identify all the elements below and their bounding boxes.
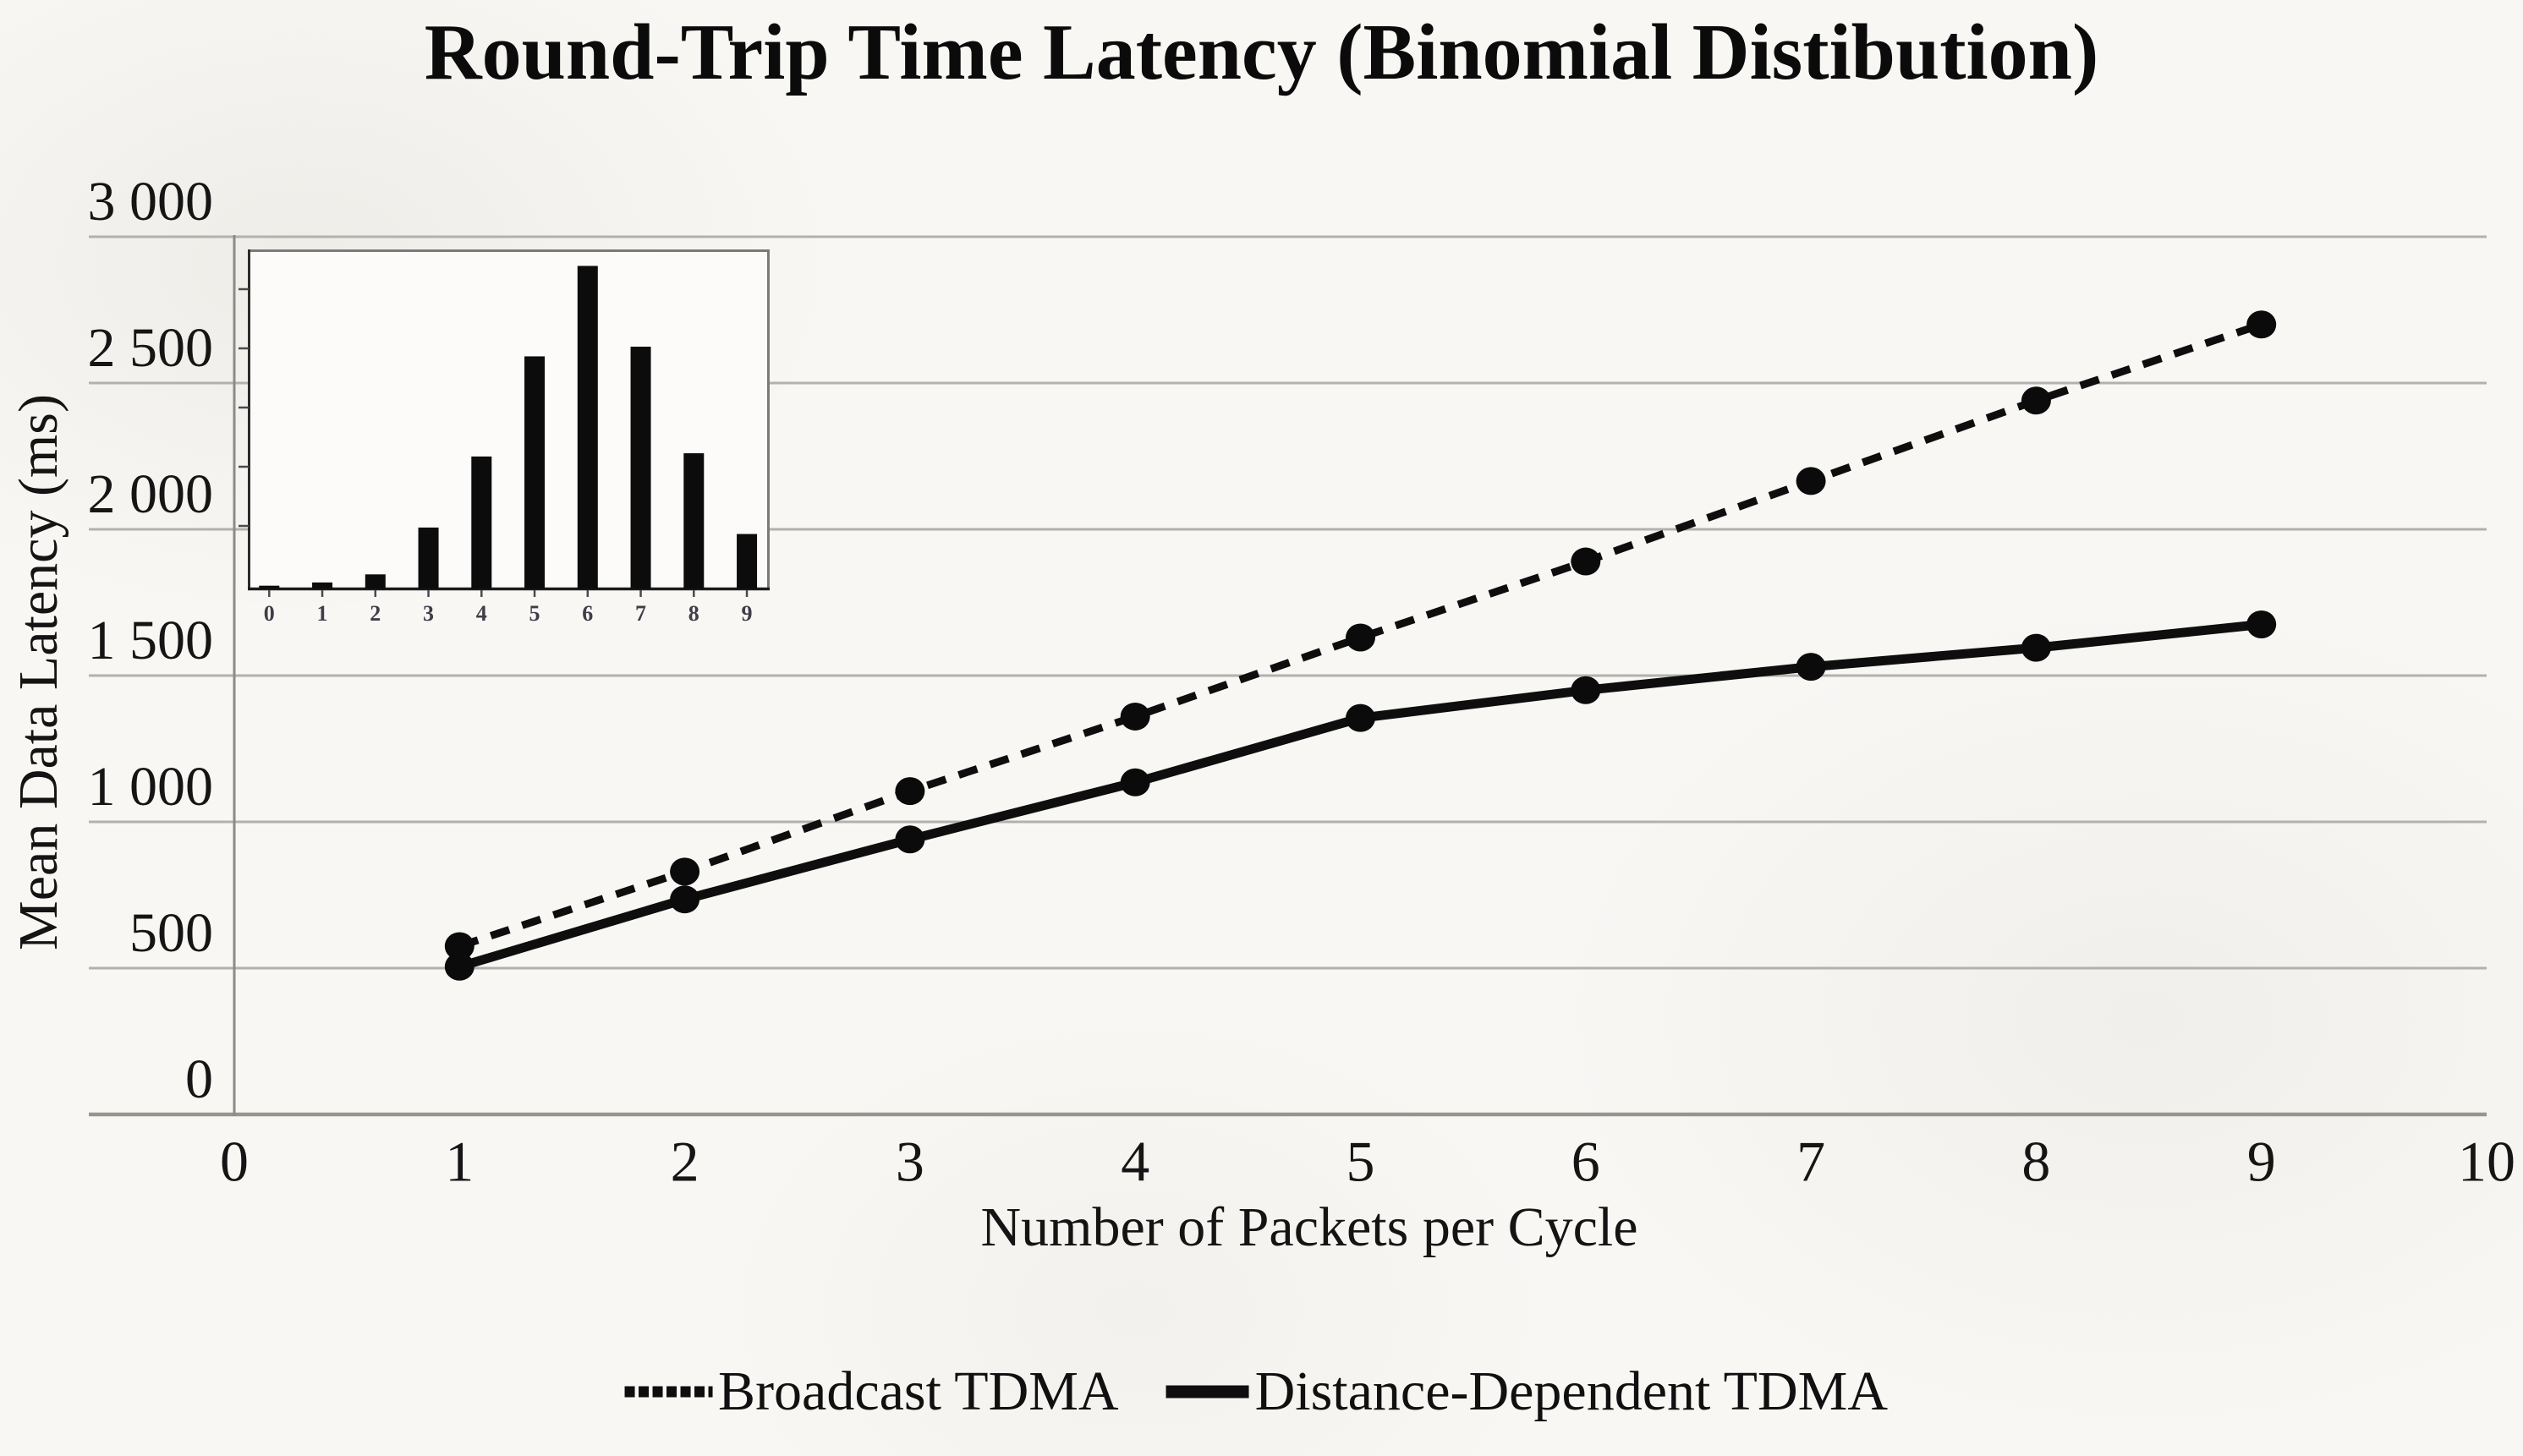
y-tick-label: 1 000 [87, 756, 214, 818]
x-axis-title: Number of Packets per Cycle [980, 1196, 1638, 1258]
legend: Broadcast TDMA Distance-Dependent TDMA [623, 1360, 1888, 1424]
inset-x-tick-label: 8 [688, 601, 699, 626]
inset-bar [259, 585, 280, 589]
data-point-marker-broadcast-tdma [2021, 386, 2051, 415]
inset-x-tick-label: 3 [423, 601, 434, 626]
data-point-marker-distance-dependent-tdma [2021, 633, 2051, 662]
data-point-marker-distance-dependent-tdma [2246, 610, 2277, 638]
x-tick-label: 4 [1121, 1129, 1150, 1194]
data-point-marker-broadcast-tdma [1120, 702, 1150, 731]
legend-item-distance-dependent-tdma: Distance-Dependent TDMA [1165, 1360, 1888, 1424]
inset-chart-frame [248, 249, 770, 590]
x-tick-label: 1 [445, 1129, 474, 1194]
data-point-marker-distance-dependent-tdma [1796, 653, 1826, 681]
data-point-marker-broadcast-tdma [2246, 310, 2277, 339]
x-tick-label: 5 [1346, 1129, 1375, 1194]
inset-bar [683, 453, 705, 589]
legend-item-broadcast-tdma: Broadcast TDMA [623, 1360, 1119, 1424]
y-tick-label: 3 000 [87, 171, 214, 233]
y-tick-label: 0 [185, 1048, 213, 1110]
data-point-marker-distance-dependent-tdma [1120, 768, 1150, 796]
data-point-marker-broadcast-tdma [444, 932, 474, 961]
data-point-marker-distance-dependent-tdma [670, 885, 700, 914]
inset-x-tick-label: 6 [582, 601, 593, 626]
data-point-marker-broadcast-tdma [1571, 547, 1601, 576]
x-tick-label: 6 [1571, 1129, 1600, 1194]
data-point-marker-broadcast-tdma [895, 777, 925, 806]
data-point-marker-broadcast-tdma [1346, 623, 1375, 652]
x-tick-label: 7 [1796, 1129, 1826, 1194]
inset-bar [630, 347, 651, 589]
inset-bar [471, 456, 492, 589]
inset-bar [737, 534, 758, 589]
data-point-marker-broadcast-tdma [670, 857, 700, 886]
inset-x-tick-label: 9 [742, 601, 753, 626]
y-tick-label: 2 000 [87, 463, 214, 525]
data-point-marker-distance-dependent-tdma [444, 952, 474, 981]
inset-x-tick-label: 2 [370, 601, 381, 626]
solid-line-sample-icon [1166, 1385, 1249, 1399]
legend-label: Broadcast TDMA [718, 1360, 1119, 1422]
inset-x-tick-label: 7 [635, 601, 646, 626]
inset-bar [418, 527, 439, 589]
y-tick-label: 1 500 [87, 610, 214, 671]
series-line-broadcast-tdma [458, 320, 2263, 950]
y-tick-label: 500 [129, 902, 213, 964]
y-tick-label: 2 500 [87, 317, 214, 379]
x-tick-label: 0 [220, 1129, 249, 1194]
x-tick-label: 8 [2021, 1129, 2051, 1194]
x-tick-label: 2 [670, 1129, 699, 1194]
inset-bar [577, 265, 598, 589]
data-point-marker-distance-dependent-tdma [895, 825, 925, 854]
x-tick-label: 10 [2458, 1129, 2515, 1194]
inset-bar [524, 356, 546, 589]
x-tick-label: 9 [2246, 1129, 2276, 1194]
dotted-line-sample-icon [624, 1386, 713, 1398]
data-point-marker-distance-dependent-tdma [1346, 703, 1375, 732]
x-tick-label: 3 [895, 1129, 924, 1194]
inset-x-tick-label: 1 [317, 601, 328, 626]
legend-label: Distance-Dependent TDMA [1254, 1360, 1888, 1422]
chart-title: Round-Trip Time Latency (Binomial Distib… [424, 8, 2099, 96]
data-point-marker-distance-dependent-tdma [1571, 676, 1601, 704]
inset-x-tick-label: 4 [476, 601, 487, 626]
inset-bar [312, 582, 333, 589]
data-point-marker-broadcast-tdma [1796, 467, 1826, 495]
inset-bar [365, 574, 386, 589]
inset-x-tick-label: 0 [264, 601, 275, 626]
inset-x-tick-label: 5 [529, 601, 540, 626]
